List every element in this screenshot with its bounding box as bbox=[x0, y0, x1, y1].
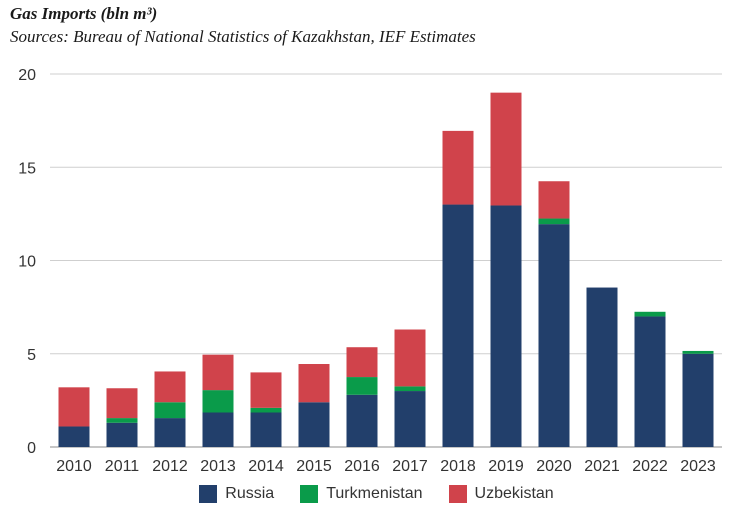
legend: Russia Turkmenistan Uzbekistan bbox=[0, 485, 753, 503]
bar-russia-2022 bbox=[634, 316, 666, 447]
y-tick-label: 20 bbox=[18, 67, 36, 84]
x-tick-label: 2019 bbox=[488, 458, 524, 475]
x-tick-label: 2014 bbox=[248, 458, 284, 475]
bar-uzbekistan-2018 bbox=[442, 130, 474, 205]
x-tick-label: 2022 bbox=[632, 458, 668, 475]
bar-uzbekistan-2019 bbox=[490, 92, 522, 206]
bar-turkmenistan-2023 bbox=[682, 350, 714, 354]
gridlines bbox=[50, 73, 722, 448]
bar-turkmenistan-2017 bbox=[394, 386, 426, 392]
y-tick-label: 10 bbox=[18, 254, 36, 271]
x-tick-label: 2021 bbox=[584, 458, 620, 475]
legend-label-turkmenistan: Turkmenistan bbox=[326, 485, 423, 502]
bar-russia-2013 bbox=[202, 412, 234, 447]
x-tick-label: 2015 bbox=[296, 458, 332, 475]
bar-turkmenistan-2020 bbox=[538, 218, 570, 225]
x-tick-label: 2018 bbox=[440, 458, 476, 475]
bar-uzbekistan-2012 bbox=[154, 371, 186, 403]
bar-russia-2019 bbox=[490, 205, 522, 447]
x-tick-label: 2012 bbox=[152, 458, 188, 475]
bar-russia-2010 bbox=[58, 426, 90, 447]
bar-russia-2014 bbox=[250, 412, 282, 447]
bar-russia-2012 bbox=[154, 418, 186, 447]
bar-turkmenistan-2016 bbox=[346, 377, 378, 395]
y-axis-ticks: 0 5 10 15 20 bbox=[18, 67, 36, 457]
bar-uzbekistan-2013 bbox=[202, 354, 234, 391]
bar-russia-2023 bbox=[682, 353, 714, 447]
bar-turkmenistan-2014 bbox=[250, 407, 282, 413]
bars bbox=[58, 92, 714, 447]
legend-label-uzbekistan: Uzbekistan bbox=[474, 485, 554, 502]
y-tick-label: 5 bbox=[27, 347, 36, 364]
bar-uzbekistan-2020 bbox=[538, 181, 570, 219]
bar-uzbekistan-2017 bbox=[394, 329, 426, 387]
x-tick-label: 2011 bbox=[105, 458, 140, 475]
bar-uzbekistan-2015 bbox=[298, 364, 330, 403]
bar-russia-2016 bbox=[346, 394, 378, 447]
y-tick-label: 0 bbox=[27, 440, 36, 457]
y-tick-label: 15 bbox=[18, 160, 36, 177]
bar-russia-2015 bbox=[298, 402, 330, 447]
bar-turkmenistan-2012 bbox=[154, 402, 186, 419]
bar-russia-2020 bbox=[538, 224, 570, 447]
bar-uzbekistan-2014 bbox=[250, 372, 282, 408]
x-tick-label: 2017 bbox=[392, 458, 428, 475]
bar-turkmenistan-2022 bbox=[634, 311, 666, 317]
bar-russia-2017 bbox=[394, 391, 426, 447]
bar-uzbekistan-2011 bbox=[106, 388, 138, 419]
x-tick-label: 2023 bbox=[680, 458, 716, 475]
legend-swatch-uzbekistan bbox=[448, 485, 467, 503]
bar-russia-2018 bbox=[442, 204, 474, 447]
x-tick-label: 2016 bbox=[344, 458, 380, 475]
x-axis-ticks: 2010 2011 2012 2013 2014 2015 2016 2017 2018 2019… bbox=[56, 458, 716, 475]
x-tick-label: 2020 bbox=[536, 458, 572, 475]
bar-russia-2021 bbox=[586, 287, 618, 447]
chart-subtitle: Sources: Bureau of National Statistics o… bbox=[10, 27, 476, 46]
bar-uzbekistan-2016 bbox=[346, 347, 378, 378]
legend-swatch-russia bbox=[199, 485, 218, 503]
chart-title: Gas Imports (bln m³) bbox=[10, 4, 158, 23]
bar-uzbekistan-2010 bbox=[58, 387, 90, 427]
bar-turkmenistan-2013 bbox=[202, 390, 234, 413]
x-tick-label: 2010 bbox=[56, 458, 92, 475]
bar-turkmenistan-2011 bbox=[106, 418, 138, 423]
legend-label-russia: Russia bbox=[225, 485, 275, 502]
legend-item-uzbekistan: Uzbekistan bbox=[448, 485, 554, 503]
legend-item-russia: Russia bbox=[199, 485, 274, 503]
bar-russia-2011 bbox=[106, 422, 138, 447]
legend-item-turkmenistan: Turkmenistan bbox=[300, 485, 423, 503]
legend-swatch-turkmenistan bbox=[300, 485, 319, 503]
x-tick-label: 2013 bbox=[200, 458, 236, 475]
